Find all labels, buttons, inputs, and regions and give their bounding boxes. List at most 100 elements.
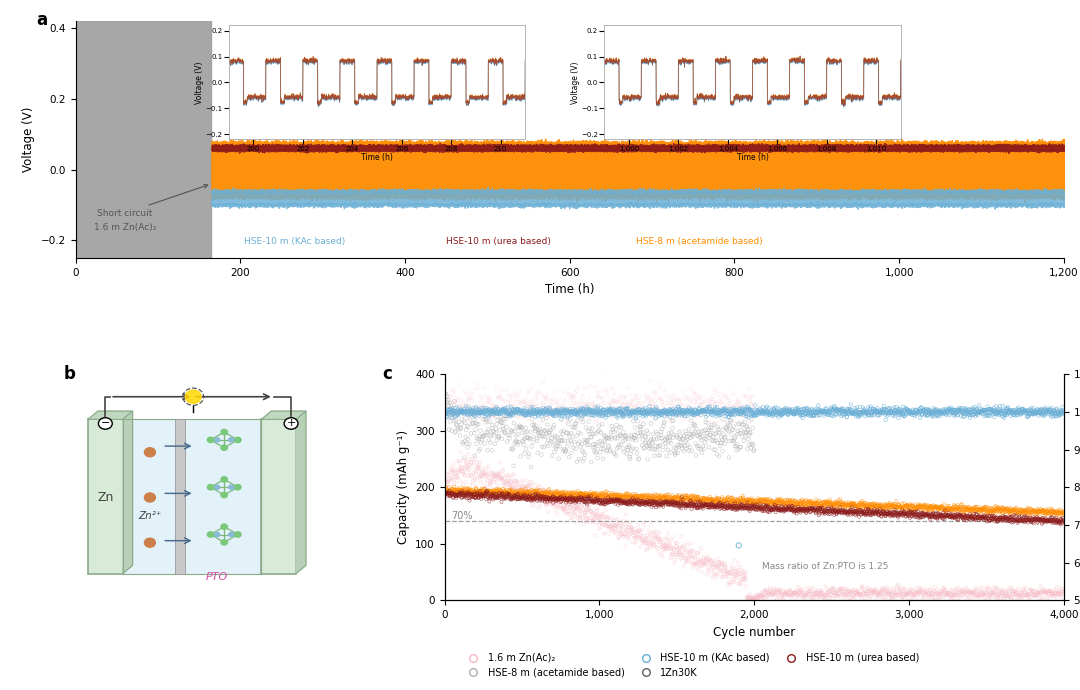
Point bbox=[612, 403, 630, 414]
Point bbox=[667, 402, 685, 413]
Point bbox=[723, 410, 740, 421]
Point bbox=[1014, 404, 1031, 415]
Point bbox=[732, 404, 750, 415]
Point bbox=[522, 479, 539, 490]
Point bbox=[662, 408, 679, 420]
Point bbox=[845, 407, 862, 418]
Point bbox=[567, 422, 584, 433]
Point bbox=[582, 486, 599, 497]
Point bbox=[962, 410, 980, 421]
Point bbox=[877, 414, 894, 425]
Point bbox=[787, 506, 805, 517]
Point bbox=[851, 589, 868, 600]
Point bbox=[980, 513, 997, 524]
Point bbox=[441, 489, 458, 500]
Point bbox=[624, 411, 642, 422]
Point bbox=[475, 491, 492, 502]
Point bbox=[1009, 405, 1026, 416]
Point bbox=[470, 402, 487, 413]
Point bbox=[445, 481, 462, 492]
Point bbox=[588, 491, 605, 502]
Point bbox=[615, 496, 632, 507]
Point bbox=[764, 407, 781, 418]
Point bbox=[542, 493, 559, 504]
Point bbox=[656, 416, 673, 427]
Point bbox=[686, 408, 703, 420]
Point bbox=[458, 461, 475, 472]
Point bbox=[853, 497, 870, 509]
Point bbox=[451, 406, 469, 417]
Point bbox=[835, 499, 852, 510]
Point bbox=[558, 489, 576, 500]
Point bbox=[625, 526, 643, 538]
Point bbox=[852, 509, 869, 520]
Point bbox=[470, 491, 487, 502]
Point bbox=[654, 534, 672, 545]
Point bbox=[490, 406, 508, 417]
Point bbox=[495, 423, 512, 434]
Point bbox=[636, 535, 653, 546]
Point bbox=[606, 407, 623, 418]
Point bbox=[529, 405, 546, 416]
Point bbox=[836, 406, 853, 417]
Point bbox=[734, 492, 752, 503]
Point bbox=[899, 587, 916, 598]
Point bbox=[561, 490, 578, 501]
Point bbox=[512, 492, 529, 503]
Point bbox=[1044, 406, 1062, 417]
Point bbox=[584, 439, 602, 450]
Point bbox=[843, 404, 861, 415]
Point bbox=[513, 406, 530, 417]
Point bbox=[476, 406, 494, 417]
Point bbox=[852, 504, 869, 515]
Point bbox=[494, 417, 511, 428]
Point bbox=[939, 510, 956, 521]
Point bbox=[950, 504, 968, 515]
Point bbox=[983, 587, 1000, 598]
Point bbox=[994, 502, 1011, 513]
Point bbox=[730, 540, 747, 551]
Point bbox=[576, 489, 593, 500]
Point bbox=[583, 405, 600, 416]
Point bbox=[529, 489, 546, 500]
Point bbox=[586, 407, 604, 418]
Point bbox=[476, 490, 494, 501]
Point bbox=[846, 407, 863, 418]
Point bbox=[607, 406, 624, 417]
Point bbox=[508, 486, 525, 497]
Point bbox=[923, 590, 941, 601]
Point bbox=[600, 519, 618, 530]
Point bbox=[612, 408, 630, 419]
Point bbox=[472, 489, 489, 500]
Point bbox=[745, 590, 762, 601]
Point bbox=[905, 508, 922, 519]
Point bbox=[585, 515, 603, 526]
Point bbox=[569, 489, 586, 500]
Point bbox=[991, 507, 1009, 518]
Point bbox=[666, 498, 684, 509]
Point bbox=[970, 591, 987, 602]
Point bbox=[761, 502, 779, 513]
Point bbox=[451, 402, 469, 413]
Point bbox=[460, 406, 477, 417]
Point bbox=[854, 507, 872, 518]
Point bbox=[442, 406, 459, 417]
Point bbox=[740, 502, 757, 513]
Point bbox=[570, 513, 588, 524]
Point bbox=[594, 497, 611, 508]
Point bbox=[935, 591, 953, 602]
Point bbox=[1038, 517, 1055, 528]
Point bbox=[544, 411, 562, 422]
Point bbox=[469, 433, 486, 444]
Point bbox=[796, 591, 813, 602]
Point bbox=[759, 505, 777, 516]
Point bbox=[640, 493, 658, 504]
Point bbox=[478, 416, 496, 427]
Point bbox=[724, 569, 741, 580]
Point bbox=[1040, 508, 1057, 519]
Point bbox=[908, 501, 926, 512]
Point bbox=[575, 519, 592, 530]
Point bbox=[454, 463, 471, 474]
Point bbox=[604, 403, 621, 414]
Point bbox=[1036, 410, 1053, 421]
